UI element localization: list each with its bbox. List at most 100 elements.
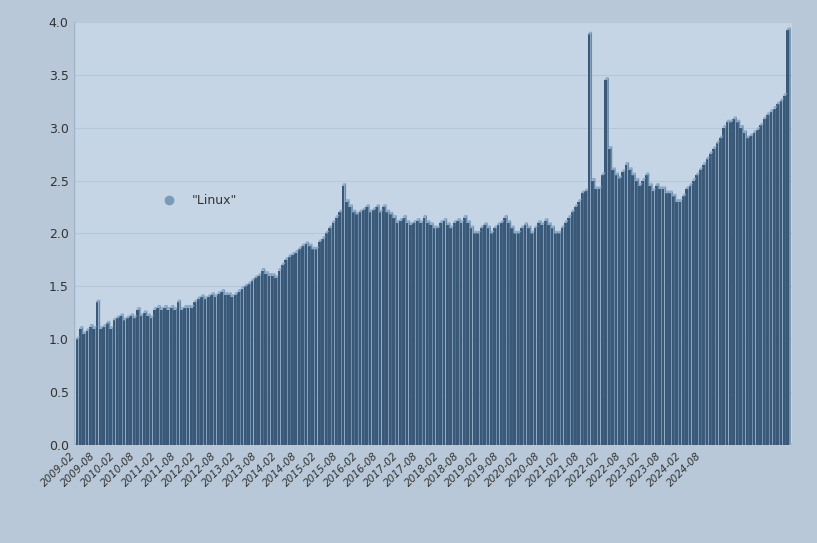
Polygon shape [577, 204, 578, 445]
Polygon shape [641, 180, 645, 445]
Polygon shape [685, 186, 690, 189]
Polygon shape [664, 186, 666, 445]
Polygon shape [83, 331, 87, 334]
Polygon shape [472, 225, 474, 445]
Polygon shape [446, 225, 449, 445]
Polygon shape [243, 286, 245, 445]
Polygon shape [429, 223, 434, 225]
Polygon shape [634, 173, 636, 445]
Polygon shape [547, 218, 548, 445]
Polygon shape [692, 180, 694, 445]
Polygon shape [440, 220, 444, 223]
Polygon shape [86, 331, 88, 445]
Polygon shape [786, 93, 788, 445]
Polygon shape [88, 329, 90, 445]
Polygon shape [311, 247, 316, 249]
Polygon shape [540, 223, 545, 225]
Polygon shape [288, 257, 291, 445]
Polygon shape [413, 223, 415, 445]
Polygon shape [217, 294, 218, 445]
Polygon shape [507, 215, 508, 445]
Polygon shape [99, 326, 104, 329]
Polygon shape [395, 220, 400, 223]
Polygon shape [446, 223, 450, 225]
Polygon shape [159, 305, 161, 445]
Polygon shape [210, 292, 215, 295]
Polygon shape [78, 337, 80, 445]
Polygon shape [473, 231, 477, 233]
Polygon shape [203, 296, 208, 299]
Polygon shape [422, 218, 426, 445]
Polygon shape [628, 167, 632, 170]
Polygon shape [250, 282, 252, 445]
Polygon shape [244, 287, 247, 445]
Polygon shape [180, 307, 185, 310]
Polygon shape [631, 167, 632, 445]
Polygon shape [456, 220, 458, 445]
Polygon shape [153, 310, 156, 445]
Polygon shape [648, 183, 653, 186]
Polygon shape [106, 324, 109, 445]
Polygon shape [721, 136, 723, 445]
Polygon shape [187, 307, 190, 445]
Polygon shape [79, 329, 82, 445]
Polygon shape [480, 231, 481, 445]
Polygon shape [456, 218, 461, 221]
Polygon shape [718, 141, 720, 445]
Polygon shape [418, 218, 420, 445]
Polygon shape [140, 313, 144, 316]
Polygon shape [116, 318, 118, 445]
Polygon shape [321, 239, 324, 445]
Polygon shape [742, 125, 743, 445]
Polygon shape [186, 305, 188, 445]
Polygon shape [580, 199, 582, 445]
Polygon shape [180, 310, 183, 445]
Polygon shape [223, 289, 225, 445]
Polygon shape [156, 305, 161, 307]
Polygon shape [89, 327, 92, 445]
Polygon shape [614, 173, 619, 175]
Polygon shape [163, 307, 166, 445]
Polygon shape [136, 307, 141, 310]
Polygon shape [638, 186, 641, 445]
Polygon shape [729, 122, 732, 445]
Polygon shape [497, 225, 499, 445]
Polygon shape [756, 127, 761, 130]
Polygon shape [102, 327, 105, 445]
Polygon shape [105, 324, 107, 445]
Polygon shape [502, 220, 504, 445]
Polygon shape [510, 228, 513, 445]
Polygon shape [534, 228, 537, 445]
Polygon shape [520, 228, 523, 445]
Polygon shape [763, 117, 767, 119]
Polygon shape [708, 157, 710, 445]
Polygon shape [79, 326, 83, 329]
Polygon shape [210, 294, 212, 445]
Polygon shape [200, 297, 203, 445]
Polygon shape [510, 220, 511, 445]
Polygon shape [503, 218, 507, 445]
Polygon shape [456, 221, 459, 445]
Polygon shape [775, 106, 777, 445]
Polygon shape [652, 188, 656, 191]
Polygon shape [234, 295, 237, 445]
Polygon shape [597, 186, 599, 445]
Polygon shape [567, 220, 569, 445]
Polygon shape [288, 254, 292, 257]
Polygon shape [301, 247, 302, 445]
Polygon shape [591, 178, 596, 180]
Polygon shape [469, 220, 471, 445]
Polygon shape [408, 220, 410, 445]
Polygon shape [584, 188, 589, 191]
Polygon shape [712, 149, 715, 445]
Polygon shape [490, 233, 493, 445]
Polygon shape [739, 128, 742, 445]
Polygon shape [402, 218, 404, 445]
Polygon shape [213, 292, 215, 445]
Polygon shape [651, 183, 653, 445]
Polygon shape [342, 183, 346, 186]
Polygon shape [227, 295, 230, 445]
Polygon shape [607, 77, 609, 445]
Polygon shape [435, 225, 437, 445]
Polygon shape [445, 218, 447, 445]
